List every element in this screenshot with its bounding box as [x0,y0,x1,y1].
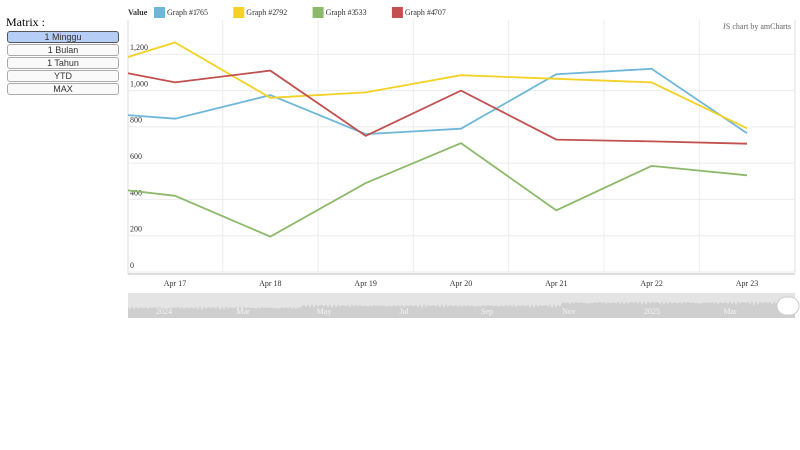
series-line [127,41,748,130]
legend-label: Graph #1 [167,8,197,17]
series-line [127,67,748,136]
navigator-label: Sep [481,307,493,316]
credit: JS chart by amCharts [723,22,791,31]
legend-swatch [312,7,324,18]
y-tick-label: 600 [130,152,142,161]
x-tick-label: Apr 17 [164,279,186,288]
period-button[interactable]: 1 Minggu [7,31,119,43]
y-tick-label: 1,200 [130,43,148,52]
series-line [127,142,748,238]
period-button[interactable]: 1 Bulan [7,44,119,56]
value-label: Value [128,8,148,17]
period-button[interactable]: YTD [7,70,119,82]
legend-swatch [233,7,245,18]
y-tick-label: 1,000 [130,79,148,88]
navigator-label: May [317,307,332,316]
legend-value: 533 [355,8,367,17]
legend-swatch [154,7,165,18]
x-tick-label: Apr 18 [259,279,281,288]
legend-swatch [391,7,403,18]
period-selector: Matrix : 1 Minggu 1 Bulan 1 Tahun YTD MA… [6,15,119,96]
legend-value: 792 [275,8,287,17]
x-tick-label: Apr 22 [640,279,662,288]
y-tick-label: 400 [130,188,142,197]
legend-label: Graph #3 [326,8,356,17]
x-tick-label: Apr 21 [545,279,567,288]
matrix-label: Matrix : [6,15,45,29]
x-tick-label: Apr 23 [736,279,758,288]
y-tick-label: 800 [130,116,142,125]
legend-value: 765 [196,8,208,17]
navigator-label: Mar [723,307,737,316]
y-tick-label: 0 [130,261,134,270]
navigator-handle[interactable] [776,296,800,316]
series-line [127,69,748,145]
navigator-label: Nov [562,307,576,316]
period-button[interactable]: 1 Tahun [7,57,119,69]
legend-label: Graph #2 [246,8,276,17]
x-tick-label: Apr 19 [354,279,376,288]
period-button[interactable]: MAX [7,83,119,95]
legend-label: Graph #4 [405,8,435,17]
navigator-label: Mar [236,307,250,316]
navigator-label: 2024 [156,307,172,316]
legend-value: 707 [434,8,446,17]
x-tick-label: Apr 20 [450,279,472,288]
navigator-label: 2025 [644,307,660,316]
y-tick-label: 200 [130,225,142,234]
navigator-graph [128,301,795,318]
navigator-label: Jul [399,307,409,316]
